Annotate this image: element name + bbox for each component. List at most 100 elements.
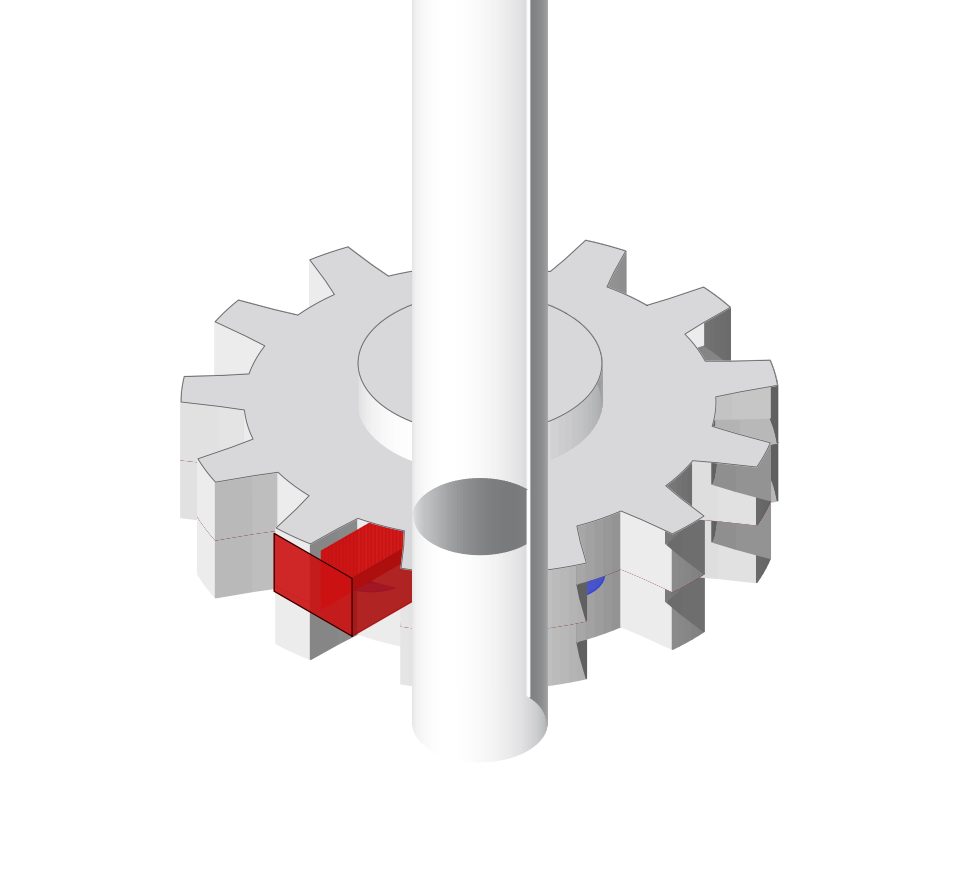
- Polygon shape: [358, 518, 367, 579]
- Polygon shape: [224, 367, 228, 428]
- Polygon shape: [414, 441, 417, 503]
- Polygon shape: [552, 306, 559, 348]
- Polygon shape: [484, 479, 487, 684]
- Polygon shape: [777, 380, 778, 443]
- Polygon shape: [546, 445, 548, 507]
- Polygon shape: [438, 253, 441, 326]
- Polygon shape: [681, 556, 704, 632]
- Polygon shape: [588, 331, 592, 375]
- Polygon shape: [204, 468, 207, 531]
- Polygon shape: [444, 0, 446, 550]
- Polygon shape: [507, 482, 511, 689]
- Polygon shape: [358, 352, 360, 396]
- Polygon shape: [427, 630, 436, 688]
- Polygon shape: [438, 548, 441, 754]
- Polygon shape: [632, 355, 639, 417]
- Polygon shape: [416, 527, 417, 735]
- Polygon shape: [624, 293, 632, 355]
- Polygon shape: [543, 506, 544, 713]
- Polygon shape: [410, 419, 413, 479]
- Polygon shape: [424, 0, 426, 496]
- Polygon shape: [438, 0, 441, 487]
- Polygon shape: [494, 310, 500, 382]
- Polygon shape: [383, 403, 386, 463]
- Polygon shape: [411, 498, 414, 558]
- Polygon shape: [456, 0, 459, 554]
- Polygon shape: [433, 489, 435, 696]
- Polygon shape: [401, 568, 410, 627]
- Polygon shape: [578, 563, 587, 623]
- Polygon shape: [543, 527, 544, 735]
- Polygon shape: [534, 0, 536, 540]
- Polygon shape: [430, 0, 433, 491]
- Polygon shape: [772, 423, 774, 486]
- Polygon shape: [341, 379, 344, 439]
- Polygon shape: [760, 458, 763, 520]
- Polygon shape: [766, 506, 768, 568]
- Polygon shape: [703, 365, 731, 439]
- Polygon shape: [479, 287, 488, 345]
- Polygon shape: [685, 582, 692, 642]
- Polygon shape: [484, 0, 487, 556]
- Polygon shape: [770, 418, 772, 481]
- Polygon shape: [319, 356, 326, 417]
- Polygon shape: [418, 493, 421, 553]
- Polygon shape: [509, 430, 517, 470]
- Polygon shape: [688, 518, 693, 582]
- Polygon shape: [542, 0, 543, 506]
- Polygon shape: [257, 351, 261, 415]
- Polygon shape: [469, 0, 473, 556]
- Polygon shape: [713, 415, 715, 478]
- Polygon shape: [362, 392, 365, 451]
- Polygon shape: [619, 523, 674, 555]
- Polygon shape: [412, 445, 414, 507]
- Polygon shape: [540, 500, 541, 707]
- Polygon shape: [433, 489, 435, 696]
- Polygon shape: [360, 347, 362, 391]
- Polygon shape: [511, 483, 514, 690]
- Polygon shape: [393, 508, 396, 567]
- Polygon shape: [416, 0, 417, 529]
- Polygon shape: [381, 405, 387, 448]
- Polygon shape: [469, 479, 473, 685]
- Polygon shape: [452, 287, 461, 345]
- Polygon shape: [238, 358, 274, 425]
- Polygon shape: [463, 0, 467, 480]
- Polygon shape: [520, 326, 530, 384]
- Polygon shape: [615, 348, 624, 409]
- Polygon shape: [410, 569, 419, 628]
- Polygon shape: [740, 385, 778, 450]
- Polygon shape: [480, 556, 484, 762]
- Polygon shape: [418, 269, 427, 328]
- Polygon shape: [469, 479, 473, 685]
- Polygon shape: [470, 293, 480, 332]
- Polygon shape: [385, 584, 395, 644]
- Polygon shape: [378, 516, 382, 576]
- Polygon shape: [420, 0, 422, 537]
- Polygon shape: [453, 482, 456, 688]
- Polygon shape: [417, 529, 418, 737]
- Polygon shape: [425, 431, 430, 491]
- Polygon shape: [413, 325, 547, 401]
- Polygon shape: [376, 400, 381, 443]
- Polygon shape: [389, 510, 393, 570]
- Polygon shape: [223, 374, 249, 434]
- Polygon shape: [491, 479, 493, 685]
- Polygon shape: [519, 0, 522, 549]
- Polygon shape: [532, 493, 534, 700]
- Polygon shape: [511, 0, 514, 552]
- Polygon shape: [770, 360, 772, 423]
- Polygon shape: [424, 426, 433, 467]
- Polygon shape: [777, 438, 778, 501]
- Polygon shape: [453, 482, 456, 688]
- Polygon shape: [444, 552, 457, 631]
- Polygon shape: [324, 310, 332, 370]
- Polygon shape: [401, 604, 404, 684]
- Polygon shape: [702, 413, 706, 477]
- Polygon shape: [424, 0, 426, 540]
- Polygon shape: [522, 487, 525, 694]
- Polygon shape: [420, 434, 425, 495]
- Polygon shape: [476, 479, 480, 684]
- Polygon shape: [216, 533, 252, 598]
- Polygon shape: [249, 426, 252, 490]
